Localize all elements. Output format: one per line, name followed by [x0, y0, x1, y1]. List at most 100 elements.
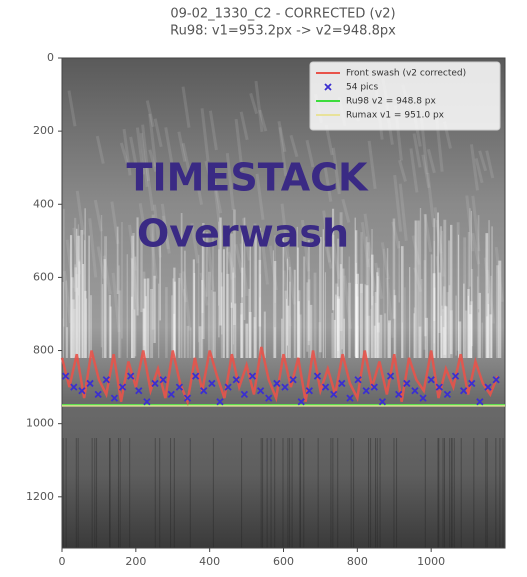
texture-cloud [398, 183, 408, 241]
overlay-title: TIMESTACK [127, 156, 369, 200]
texture-cloud [213, 181, 223, 214]
pic-marker [183, 394, 192, 402]
texture-cloud [300, 219, 310, 272]
texture-cloud [323, 165, 333, 202]
texture-cloud [110, 201, 120, 245]
pic-marker [313, 372, 322, 380]
texture-cloud [138, 203, 148, 241]
texture-cloud [135, 127, 145, 175]
texture-cloud [469, 144, 479, 191]
pic-marker [354, 376, 362, 384]
texture-cloud [391, 221, 401, 249]
texture-cloud [181, 86, 191, 128]
pic-marker [256, 387, 265, 395]
texture-cloud [433, 207, 443, 254]
texture-cloud [289, 134, 299, 158]
texture-cloud [148, 113, 158, 167]
texture-cloud [139, 132, 149, 188]
chart-title: 09-02_1330_C2 - CORRECTED (v2) [170, 7, 395, 22]
pic-marker [346, 394, 354, 402]
x-tick-label: 1000 [417, 555, 445, 568]
texture-cloud [224, 225, 234, 280]
legend-label: Rumax v1 = 951.0 px [346, 111, 445, 121]
texture-cloud [363, 213, 373, 260]
pic-marker [240, 390, 249, 399]
legend-box [309, 61, 501, 131]
pic-marker [330, 390, 338, 399]
pic-marker [62, 372, 70, 380]
pic-marker [427, 376, 435, 384]
texture-cloud [181, 142, 191, 172]
pic-marker [208, 379, 216, 388]
texture-cloud [145, 100, 155, 128]
texture-cloud [341, 198, 351, 223]
texture-cloud [342, 275, 352, 329]
pic-marker [297, 398, 305, 406]
pic-marker [370, 383, 378, 391]
texture-cloud [277, 120, 287, 153]
texture-cloud [485, 150, 495, 179]
texture-cloud [331, 243, 341, 280]
pic-marker [167, 390, 175, 399]
texture-cloud [413, 267, 423, 293]
texture-cloud [255, 173, 265, 220]
texture-cloud [96, 246, 106, 279]
pic-marker [378, 398, 387, 406]
texture-cloud [423, 213, 433, 253]
texture-cloud [471, 232, 481, 265]
texture-cloud [95, 135, 105, 164]
texture-cloud [205, 232, 215, 291]
texture-cloud [398, 159, 407, 182]
texture-cloud [268, 245, 278, 291]
legend-label: 54 pics [346, 83, 378, 93]
texture-cloud [241, 217, 251, 261]
texture-cloud [239, 243, 249, 297]
texture-cloud [278, 127, 288, 177]
pic-marker [135, 387, 143, 395]
pic-marker [70, 383, 78, 391]
texture-cloud [88, 218, 98, 278]
texture-cloud [119, 142, 129, 165]
pic-marker [362, 387, 370, 395]
pic-marker [386, 372, 395, 380]
swash-line [60, 346, 499, 407]
pic-marker [102, 376, 110, 384]
pic-marker [451, 372, 460, 380]
pic-marker [143, 398, 151, 406]
texture-cloud [331, 147, 341, 195]
y-tick-label: 1000 [26, 417, 54, 430]
texture-cloud [305, 139, 315, 168]
pic-marker [476, 398, 484, 406]
legend-label: Ru98 v2 = 948.8 px [346, 97, 437, 107]
x-tick-label: 200 [125, 555, 146, 568]
texture-cloud [360, 222, 370, 268]
texture-cloud [412, 133, 422, 168]
texture-cloud [254, 80, 264, 132]
texture-cloud [160, 203, 170, 250]
texture-cloud [411, 235, 421, 265]
pic-marker [159, 376, 167, 384]
pic-marker [151, 379, 159, 388]
pic-marker [403, 379, 411, 388]
x-tick-label: 600 [273, 555, 294, 568]
pic-marker [127, 372, 135, 380]
overlay-title: Overwash [137, 212, 349, 256]
texture-cloud [130, 257, 140, 311]
texture-cloud [145, 167, 155, 211]
texture-cloud [148, 219, 158, 279]
texture-cloud [421, 154, 431, 189]
texture-cloud [161, 215, 171, 254]
texture-cloud [281, 239, 291, 271]
texture-cloud [227, 251, 237, 279]
texture-cloud [93, 199, 103, 232]
legend-label: Front swash (v2 corrected) [346, 69, 466, 79]
texture-cloud [72, 227, 82, 275]
y-tick-label: 1200 [26, 490, 54, 503]
texture-cloud [322, 210, 332, 263]
texture-cloud [380, 242, 390, 280]
pic-marker [321, 383, 330, 391]
texture-cloud [153, 118, 163, 148]
y-tick-label: 600 [33, 270, 54, 283]
texture-cloud [122, 128, 132, 176]
